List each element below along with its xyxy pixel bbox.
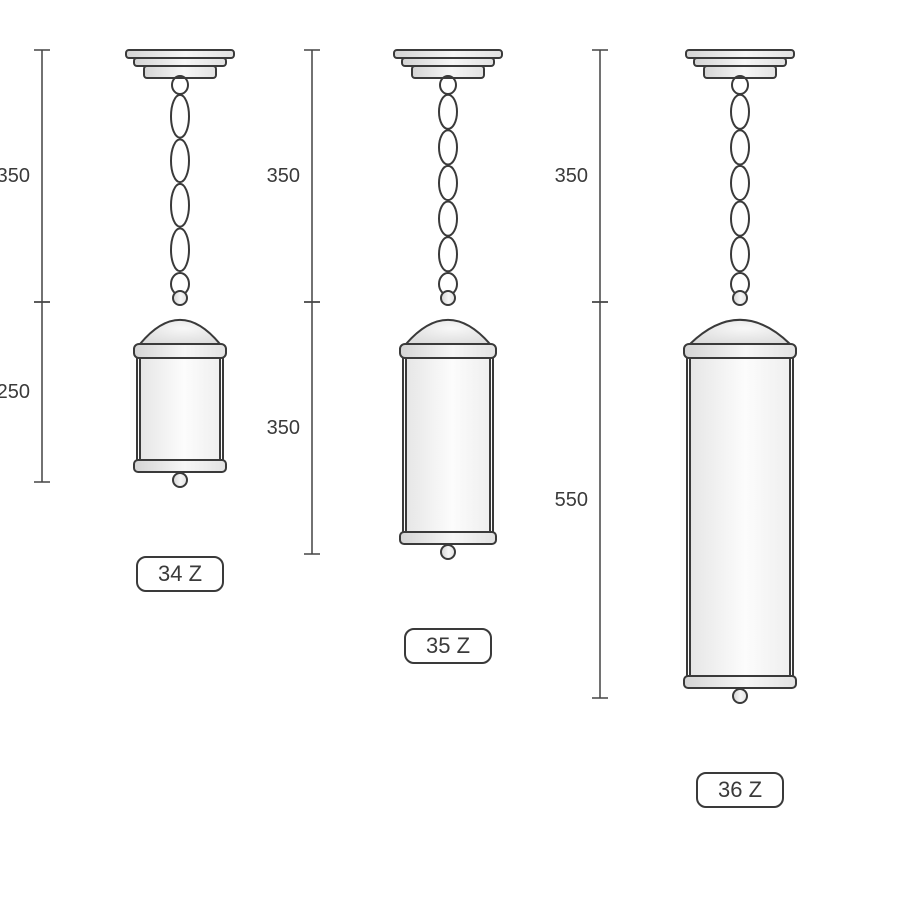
lamp-glass <box>690 358 790 676</box>
chain-link-icon <box>731 166 749 200</box>
chain-link-icon <box>731 237 749 271</box>
canopy-ring <box>686 50 794 58</box>
top-collar <box>400 344 496 358</box>
chain-link-icon <box>171 184 189 227</box>
bottom-collar <box>400 532 496 544</box>
lamp-dome <box>140 320 220 344</box>
lamp-35z: 350 350 35 Z <box>267 50 502 663</box>
canopy-ring <box>134 58 226 66</box>
bottom-collar <box>684 676 796 688</box>
dimension-label: 550 <box>555 489 588 511</box>
model-label-text: 34 Z <box>158 561 202 586</box>
lamp-glass <box>406 358 490 532</box>
hang-ball-icon <box>173 291 187 305</box>
chain-link-icon <box>439 237 457 271</box>
hang-ball-icon <box>733 291 747 305</box>
lamp-dome <box>690 320 790 344</box>
canopy-ring <box>694 58 786 66</box>
lamp-36z: 350 550 36 Z <box>555 50 796 807</box>
chain-link-icon <box>731 95 749 129</box>
canopy-ring <box>402 58 494 66</box>
canopy-ring <box>394 50 502 58</box>
bottom-collar <box>134 460 226 472</box>
hang-ball-icon <box>441 291 455 305</box>
lamp-dome <box>406 320 490 344</box>
chain-link-icon <box>439 130 457 164</box>
dimension-label: 350 <box>0 165 30 187</box>
finial-ball-icon <box>173 473 187 487</box>
chain-link-icon <box>171 139 189 182</box>
dimension-label: 250 <box>0 381 30 403</box>
canopy-ring <box>126 50 234 58</box>
chain-link-icon <box>731 130 749 164</box>
model-label-text: 35 Z <box>426 633 470 658</box>
chain-link-icon <box>171 95 189 138</box>
dimension-label: 350 <box>267 165 300 187</box>
finial-ball-icon <box>733 689 747 703</box>
top-collar <box>134 344 226 358</box>
top-collar <box>684 344 796 358</box>
dimension-label: 350 <box>267 417 300 439</box>
chain-link-icon <box>439 166 457 200</box>
lamp-34z: 350 250 34 Z <box>0 50 234 591</box>
chain-link-icon <box>731 202 749 236</box>
chain-link-icon <box>439 202 457 236</box>
finial-ball-icon <box>441 545 455 559</box>
dimension-label: 350 <box>555 165 588 187</box>
model-label-text: 36 Z <box>718 777 762 802</box>
technical-diagram: 350 250 34 Z 350 350 35 Z 350 550 36 Z <box>0 0 903 903</box>
lamp-glass <box>140 358 220 460</box>
chain-link-icon <box>439 95 457 129</box>
chain-link-icon <box>171 228 189 271</box>
